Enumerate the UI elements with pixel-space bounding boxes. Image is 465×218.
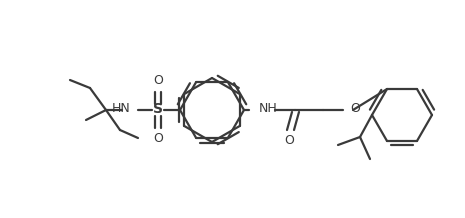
- Text: O: O: [350, 102, 360, 116]
- Text: O: O: [153, 75, 163, 87]
- Text: O: O: [284, 133, 294, 146]
- Text: O: O: [153, 133, 163, 145]
- Text: HN: HN: [111, 102, 130, 116]
- Text: S: S: [153, 102, 163, 116]
- Text: NH: NH: [259, 102, 278, 116]
